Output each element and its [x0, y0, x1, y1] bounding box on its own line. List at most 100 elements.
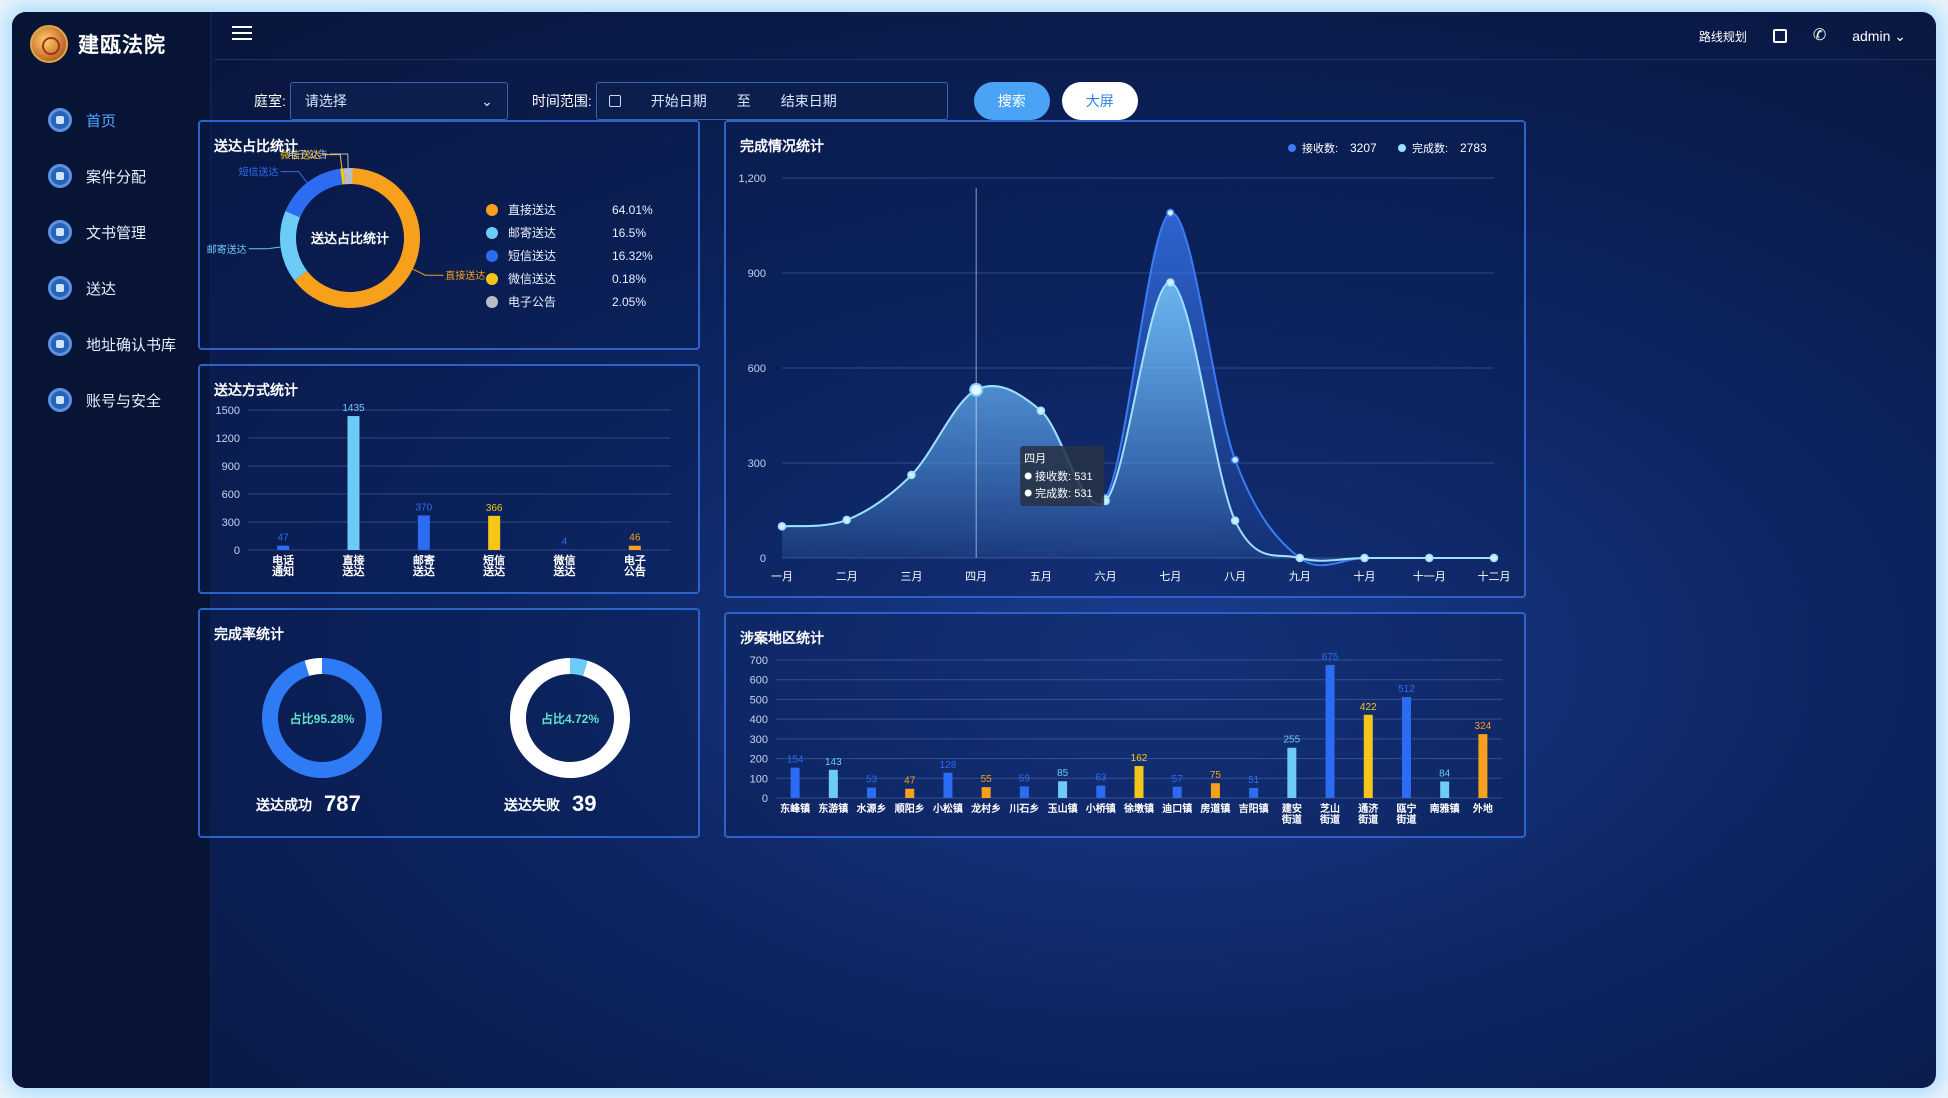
sidebar-item-label: 案件分配 — [86, 168, 147, 186]
x-tick-label: 送达 — [553, 564, 576, 578]
bar — [1401, 697, 1411, 798]
phone-icon[interactable]: ✆ — [1812, 27, 1827, 44]
pie-slice-label: 微信送达 — [280, 149, 320, 162]
bar-value-label: 85 — [1057, 768, 1069, 779]
court-label: 庭室: — [254, 93, 286, 109]
x-tick-label: 小松镇 — [932, 802, 963, 815]
chevron-down-icon: ⌄ — [1894, 27, 1906, 44]
region-panel: 涉案地区统计 0 100 200 300 400 500 600 700 154 东峰镇 143 东游… — [724, 612, 1526, 838]
pie-leader-line — [248, 246, 281, 250]
y-tick-label: 0 — [760, 553, 766, 565]
series-point — [907, 470, 916, 480]
sidebar-item-delivery[interactable]: 送达 — [12, 260, 212, 316]
x-tick-label: 十一月 — [1413, 569, 1446, 583]
date-range-picker[interactable]: 开始日期 至 结束日期 — [595, 82, 948, 120]
fullscreen-icon[interactable] — [1772, 29, 1787, 43]
bar — [1058, 781, 1068, 798]
bar-value-label: 4 — [562, 537, 568, 548]
x-tick-label: 电话 — [272, 553, 294, 567]
x-tick-label: 微信 — [553, 553, 576, 567]
y-tick-label: 1,200 — [738, 173, 766, 185]
legend-marker — [1398, 144, 1406, 152]
legend-value: 0.18% — [612, 272, 646, 286]
legend-marker — [1288, 144, 1296, 152]
y-tick-label: 600 — [750, 675, 768, 687]
sidebar-item-documents[interactable]: 文书管理 — [12, 204, 212, 260]
panel-title: 涉案地区统计 — [740, 630, 824, 646]
x-tick-label: 一月 — [771, 571, 793, 583]
sidebar: 建瓯法院 首页 案件分配 文书管理 送达 地址确认书库 账号与安全 — [12, 12, 212, 1088]
sidebar-item-case-assign[interactable]: 案件分配 — [12, 148, 212, 204]
gauge-count: 787 — [324, 791, 361, 816]
x-tick-label: 迪口镇 — [1162, 802, 1192, 815]
big-screen-button[interactable]: 大屏 — [1061, 82, 1138, 120]
pie-leader-line — [322, 154, 343, 169]
bar-value-label: 75 — [1210, 770, 1222, 781]
chevron-down-icon: ⌄ — [481, 92, 493, 109]
pie-leader-line — [280, 171, 308, 183]
x-tick-label: 街道 — [1395, 813, 1416, 826]
x-tick-label: 直接 — [343, 553, 365, 567]
bar — [1210, 783, 1220, 798]
bar-value-label: 63 — [1095, 773, 1107, 784]
panel-title: 送达占比统计 — [214, 138, 298, 154]
x-tick-label: 东游镇 — [818, 802, 848, 815]
pie-slice — [285, 168, 343, 218]
pie-slice-label: 直接送达 — [445, 269, 485, 282]
route-planning-link[interactable]: 路线规划 — [1698, 29, 1747, 44]
end-date-input[interactable]: 结束日期 — [780, 93, 837, 109]
x-tick-label: 五月 — [1030, 571, 1052, 583]
bar — [1363, 714, 1373, 798]
gauge-fill — [570, 658, 588, 676]
pie-slice — [280, 211, 308, 281]
gauge-ratio-label: 占比95.28% — [290, 711, 355, 726]
bar-value-label: 53 — [866, 775, 878, 786]
bar-value-label: 57 — [1172, 774, 1184, 785]
x-tick-label: 短信 — [483, 553, 505, 567]
x-tick-label: 四月 — [965, 571, 987, 583]
tooltip-box — [1020, 446, 1105, 506]
x-tick-label: 小桥镇 — [1085, 802, 1116, 815]
series-line — [781, 281, 1494, 562]
x-tick-label: 三月 — [900, 571, 922, 583]
bar-value-label: 47 — [904, 776, 916, 787]
series-point — [842, 515, 851, 525]
legend-label: 电子公告 — [508, 295, 556, 309]
gauge-label: 送达成功 — [255, 797, 312, 813]
x-tick-label: 送达 — [342, 564, 365, 578]
series-point — [1166, 278, 1175, 287]
y-tick-label: 200 — [750, 754, 768, 766]
sidebar-item-home[interactable]: 首页 — [12, 92, 212, 148]
bar-value-label: 51 — [1248, 775, 1260, 786]
pie-leader-line — [412, 268, 444, 276]
x-tick-label: 通济 — [1358, 802, 1379, 815]
x-tick-label: 水源乡 — [856, 802, 887, 815]
court-select[interactable]: 请选择 ⌄ — [289, 82, 508, 120]
bar — [1287, 747, 1297, 798]
series-point — [1295, 553, 1305, 563]
sidebar-item-label: 账号与安全 — [86, 392, 162, 410]
sidebar-item-label: 地址确认书库 — [86, 336, 177, 354]
legend-value: 16.5% — [612, 226, 646, 240]
series-point — [1425, 553, 1434, 563]
bar — [417, 515, 430, 550]
region-chart: 0 100 200 300 400 500 600 700 154 东峰镇 143 东游镇 53 水源乡 4… — [750, 652, 1502, 826]
bar — [943, 772, 953, 798]
highlight-point — [969, 382, 984, 397]
search-button[interactable]: 搜索 — [973, 82, 1050, 120]
legend-label: 短信送达 — [508, 248, 556, 263]
y-tick-label: 0 — [234, 545, 240, 557]
menu-toggle-icon[interactable] — [232, 26, 252, 44]
delivery-icon — [48, 276, 72, 300]
user-menu[interactable]: admin ⌄ — [1852, 28, 1906, 45]
legend-label: 微信送达 — [508, 271, 556, 286]
sidebar-item-account-security[interactable]: 账号与安全 — [12, 372, 212, 428]
start-date-input[interactable]: 开始日期 — [650, 93, 707, 109]
legend-value: 16.32% — [612, 249, 653, 263]
area-fill — [782, 282, 1494, 561]
completion-rate-chart: 占比95.28% 送达成功 787 占比4.72% 送达失败 39 — [255, 658, 630, 816]
sidebar-item-address-library[interactable]: 地址确认书库 — [12, 316, 212, 372]
bar — [277, 545, 290, 550]
tooltip-line: 完成数: 531 — [1035, 486, 1092, 500]
